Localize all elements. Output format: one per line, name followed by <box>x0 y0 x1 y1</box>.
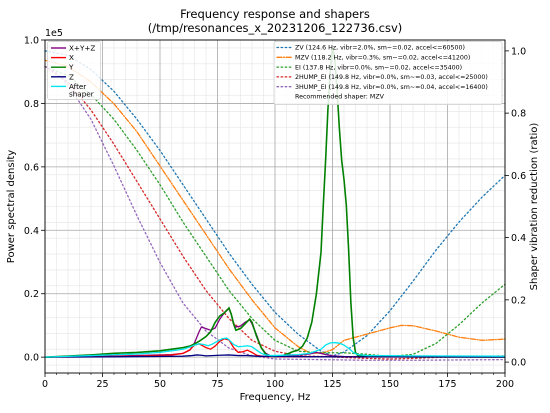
shaper-line <box>44 65 506 360</box>
y2-axis-ticks: 0.0 0.2 0.4 0.6 0.8 1.0 <box>505 46 526 369</box>
legend-shapers: ZV (124.6 Hz, vibr=2.0%, sm~=0.02, accel… <box>273 41 503 105</box>
legend-label: shaper <box>69 89 94 98</box>
shaper-line <box>44 59 506 355</box>
legend-label: 3HUMP_EI (149.8 Hz, vibr=0.0%, sm~=0.04,… <box>295 84 488 91</box>
legend-box <box>47 41 101 100</box>
y-offset-label: 1e5 <box>45 28 63 39</box>
x-tick-label: 0 <box>42 379 48 390</box>
legend-label: After <box>69 82 86 91</box>
psd-line <box>44 337 506 358</box>
y2-tick-label: 1.0 <box>511 46 526 57</box>
psd-line <box>44 354 506 358</box>
y2-tick-label: 0.8 <box>511 109 526 120</box>
x-tick-label: 150 <box>381 379 399 390</box>
y-tick-label: 0.4 <box>24 226 39 237</box>
y2-tick-label: 0.2 <box>511 295 526 306</box>
x-tick-label: 25 <box>96 379 108 390</box>
x-tick-label: 200 <box>496 379 514 390</box>
y-tick-label: 0.2 <box>24 289 39 300</box>
psd-line <box>44 338 506 358</box>
legend-label: MZV (118.2 Hz, vibr=0.3%, sm~=0.02, acce… <box>295 55 470 62</box>
y-tick-label: 0.8 <box>24 99 39 110</box>
y2-axis-label: Shaper vibration reduction (ratio) <box>529 123 540 291</box>
y-axis-ticks: 0.0 0.2 0.4 0.6 0.8 1.0 <box>24 36 45 364</box>
y-axis-label: Power spectral density <box>6 150 17 263</box>
x-axis-ticks: 0 25 50 75 100 125 150 175 200 <box>42 373 514 390</box>
shaper-line <box>44 50 506 357</box>
shaper-curves <box>44 50 506 361</box>
y-tick-label: 0.0 <box>24 353 39 364</box>
x-tick-label: 75 <box>211 379 223 390</box>
chart-subtitle: (/tmp/resonances_x_20231206_122736.csv) <box>148 21 403 35</box>
legend-label: 2HUMP_EI (149.8 Hz, vibr=0.0%, sm~=0.03,… <box>295 74 488 81</box>
y2-tick-label: 0.6 <box>511 171 526 182</box>
shaper-line <box>44 65 506 358</box>
y-tick-label: 0.6 <box>24 162 39 173</box>
y2-tick-label: 0.4 <box>511 233 526 244</box>
legend-label: X <box>69 53 74 62</box>
x-tick-label: 175 <box>438 379 456 390</box>
legend-box <box>273 41 503 105</box>
x-tick-label: 50 <box>154 379 166 390</box>
legend-label: Z <box>69 72 74 81</box>
legend-label: ZV (124.6 Hz, vibr=2.0%, sm~=0.02, accel… <box>295 45 465 52</box>
y-tick-label: 1.0 <box>24 36 39 47</box>
psd-curves <box>44 46 506 358</box>
legend-label: EI (137.8 Hz, vibr=0.0%, sm~=0.02, accel… <box>295 64 462 71</box>
x-axis-label: Frequency, Hz <box>240 392 311 403</box>
psd-line <box>44 307 506 358</box>
y2-tick-label: 0.0 <box>511 358 526 369</box>
recommended-shaper-label: Recommended shaper: MZV <box>295 94 385 101</box>
legend-label: Y <box>68 63 74 72</box>
legend-label: X+Y+Z <box>69 44 95 53</box>
x-tick-label: 100 <box>266 379 284 390</box>
x-tick-label: 125 <box>323 379 341 390</box>
chart-title: Frequency response and shapers <box>180 7 370 21</box>
shaper-line <box>44 65 506 361</box>
